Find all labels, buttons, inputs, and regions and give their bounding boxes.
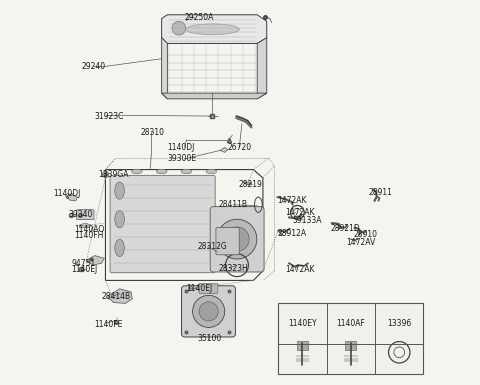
Text: 59133A: 59133A: [293, 216, 322, 224]
Text: 28310: 28310: [141, 127, 165, 137]
Text: 1140EY: 1140EY: [288, 319, 317, 328]
Ellipse shape: [156, 169, 167, 174]
Text: 1140FE: 1140FE: [94, 320, 122, 329]
FancyBboxPatch shape: [346, 341, 356, 350]
Text: 35100: 35100: [197, 334, 221, 343]
Text: 28910: 28910: [354, 230, 378, 239]
FancyBboxPatch shape: [216, 228, 239, 255]
Circle shape: [199, 302, 218, 321]
Circle shape: [192, 295, 225, 327]
FancyBboxPatch shape: [181, 286, 235, 337]
Polygon shape: [86, 256, 104, 265]
Polygon shape: [162, 38, 168, 99]
Ellipse shape: [115, 211, 124, 228]
Text: 1140DJ: 1140DJ: [168, 143, 195, 152]
Text: 13396: 13396: [387, 319, 411, 328]
Text: 28312G: 28312G: [197, 242, 227, 251]
Ellipse shape: [181, 169, 192, 174]
Text: 1140EJ: 1140EJ: [71, 265, 97, 274]
Polygon shape: [66, 193, 78, 201]
Text: 1339GA: 1339GA: [98, 170, 128, 179]
Ellipse shape: [206, 169, 216, 174]
Text: 28219: 28219: [238, 180, 262, 189]
Text: 28921D: 28921D: [331, 224, 360, 233]
Text: 94751: 94751: [71, 259, 96, 268]
Text: 1140AO: 1140AO: [74, 225, 104, 234]
FancyBboxPatch shape: [76, 210, 94, 219]
Text: 1140EJ: 1140EJ: [186, 284, 212, 293]
Polygon shape: [162, 15, 267, 44]
FancyBboxPatch shape: [110, 175, 215, 273]
Polygon shape: [257, 38, 267, 99]
Text: 26720: 26720: [228, 143, 252, 152]
Text: 39300E: 39300E: [168, 154, 196, 163]
Ellipse shape: [132, 169, 142, 174]
Circle shape: [172, 21, 186, 35]
Polygon shape: [220, 147, 228, 152]
FancyBboxPatch shape: [210, 207, 264, 272]
FancyBboxPatch shape: [199, 283, 218, 293]
Text: 39340: 39340: [69, 210, 93, 219]
Text: 1472AV: 1472AV: [346, 238, 375, 247]
Text: 28912A: 28912A: [277, 229, 307, 238]
Circle shape: [217, 219, 257, 259]
Text: 28411B: 28411B: [219, 200, 248, 209]
Ellipse shape: [115, 182, 124, 199]
Circle shape: [225, 227, 249, 251]
Text: 1472AK: 1472AK: [277, 196, 307, 206]
Text: 29240: 29240: [82, 62, 106, 71]
Text: 28323H: 28323H: [219, 264, 249, 273]
Text: 29250A: 29250A: [185, 13, 214, 22]
FancyBboxPatch shape: [297, 341, 308, 350]
Text: 28414B: 28414B: [102, 292, 131, 301]
Polygon shape: [80, 223, 91, 228]
Text: 1140FH: 1140FH: [74, 231, 103, 240]
Text: 28911: 28911: [368, 188, 392, 197]
Text: 1472AK: 1472AK: [285, 208, 314, 217]
Ellipse shape: [186, 24, 239, 35]
Text: 1140AF: 1140AF: [336, 319, 365, 328]
Polygon shape: [108, 289, 132, 303]
Ellipse shape: [115, 239, 124, 256]
Bar: [278, 303, 423, 374]
Polygon shape: [162, 93, 267, 99]
Text: 1472AK: 1472AK: [285, 265, 314, 274]
Polygon shape: [244, 182, 252, 185]
Text: 31923C: 31923C: [94, 112, 123, 121]
Text: 1140DJ: 1140DJ: [53, 189, 80, 198]
